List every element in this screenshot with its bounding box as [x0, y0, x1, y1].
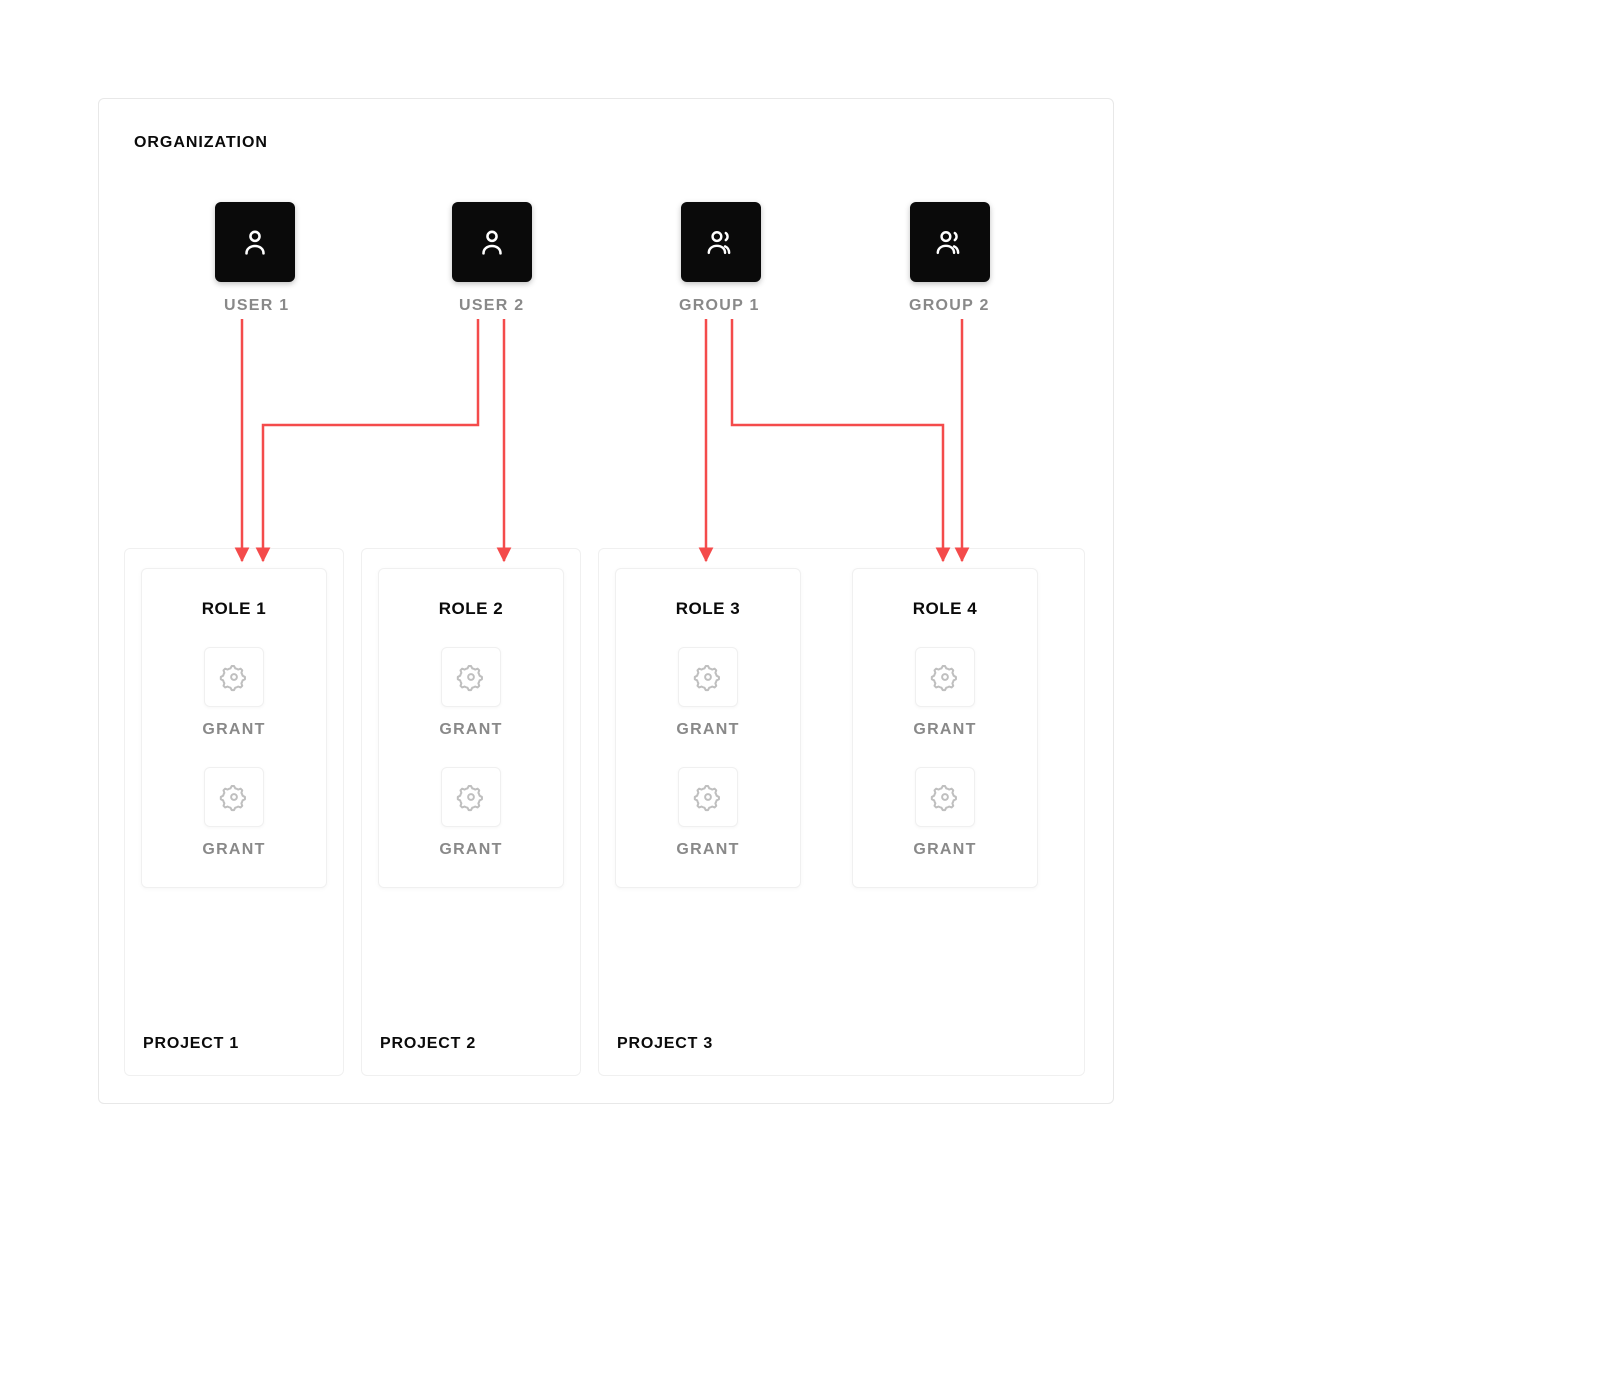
gear-icon — [693, 782, 723, 812]
grant-label: GRANT — [202, 841, 265, 859]
grant-block: GRANT — [202, 767, 265, 859]
grant-icon-box — [204, 767, 264, 827]
entity-label: GROUP 2 — [909, 297, 990, 315]
gear-icon — [693, 662, 723, 692]
grant-label: GRANT — [676, 721, 739, 739]
grant-block: GRANT — [913, 767, 976, 859]
grant-block: GRANT — [202, 647, 265, 739]
role-card: ROLE 3 GRANT GRANT — [615, 568, 801, 888]
role-title: ROLE 1 — [202, 599, 266, 619]
grant-icon-box — [678, 767, 738, 827]
grant-block: GRANT — [676, 647, 739, 739]
group-tile — [681, 202, 761, 282]
grant-icon-box — [441, 647, 501, 707]
role-title: ROLE 4 — [913, 599, 977, 619]
grant-label: GRANT — [202, 721, 265, 739]
role-title: ROLE 2 — [439, 599, 503, 619]
gear-icon — [456, 662, 486, 692]
grant-icon-box — [678, 647, 738, 707]
group-icon — [931, 225, 969, 259]
role-card: ROLE 2 GRANT GRANT — [378, 568, 564, 888]
entity-label: USER 2 — [459, 297, 524, 315]
diagram-canvas: ORGANIZATION USER 1 USER 2 GROUP 1 GROUP… — [0, 0, 1601, 1400]
grant-label: GRANT — [439, 841, 502, 859]
grant-icon-box — [915, 647, 975, 707]
grant-label: GRANT — [676, 841, 739, 859]
group-icon — [702, 225, 740, 259]
role-card: ROLE 1 GRANT GRANT — [141, 568, 327, 888]
grant-label: GRANT — [913, 841, 976, 859]
gear-icon — [930, 662, 960, 692]
project-label: PROJECT 3 — [617, 1035, 713, 1053]
grant-block: GRANT — [439, 647, 502, 739]
group-tile — [910, 202, 990, 282]
grant-icon-box — [204, 647, 264, 707]
grant-icon-box — [441, 767, 501, 827]
grant-block: GRANT — [676, 767, 739, 859]
user-icon — [238, 225, 272, 259]
project-label: PROJECT 1 — [143, 1035, 239, 1053]
gear-icon — [219, 662, 249, 692]
gear-icon — [930, 782, 960, 812]
user-icon — [475, 225, 509, 259]
entity-label: USER 1 — [224, 297, 289, 315]
role-title: ROLE 3 — [676, 599, 740, 619]
entity-label: GROUP 1 — [679, 297, 760, 315]
arrow-edge — [732, 319, 943, 561]
grant-label: GRANT — [439, 721, 502, 739]
gear-icon — [219, 782, 249, 812]
gear-icon — [456, 782, 486, 812]
grant-block: GRANT — [913, 647, 976, 739]
grant-icon-box — [915, 767, 975, 827]
organization-box: ORGANIZATION USER 1 USER 2 GROUP 1 GROUP… — [98, 98, 1114, 1104]
grant-label: GRANT — [913, 721, 976, 739]
role-card: ROLE 4 GRANT GRANT — [852, 568, 1038, 888]
grant-block: GRANT — [439, 767, 502, 859]
arrow-edge — [263, 319, 478, 561]
project-label: PROJECT 2 — [380, 1035, 476, 1053]
user-tile — [215, 202, 295, 282]
organization-title: ORGANIZATION — [134, 134, 268, 152]
user-tile — [452, 202, 532, 282]
